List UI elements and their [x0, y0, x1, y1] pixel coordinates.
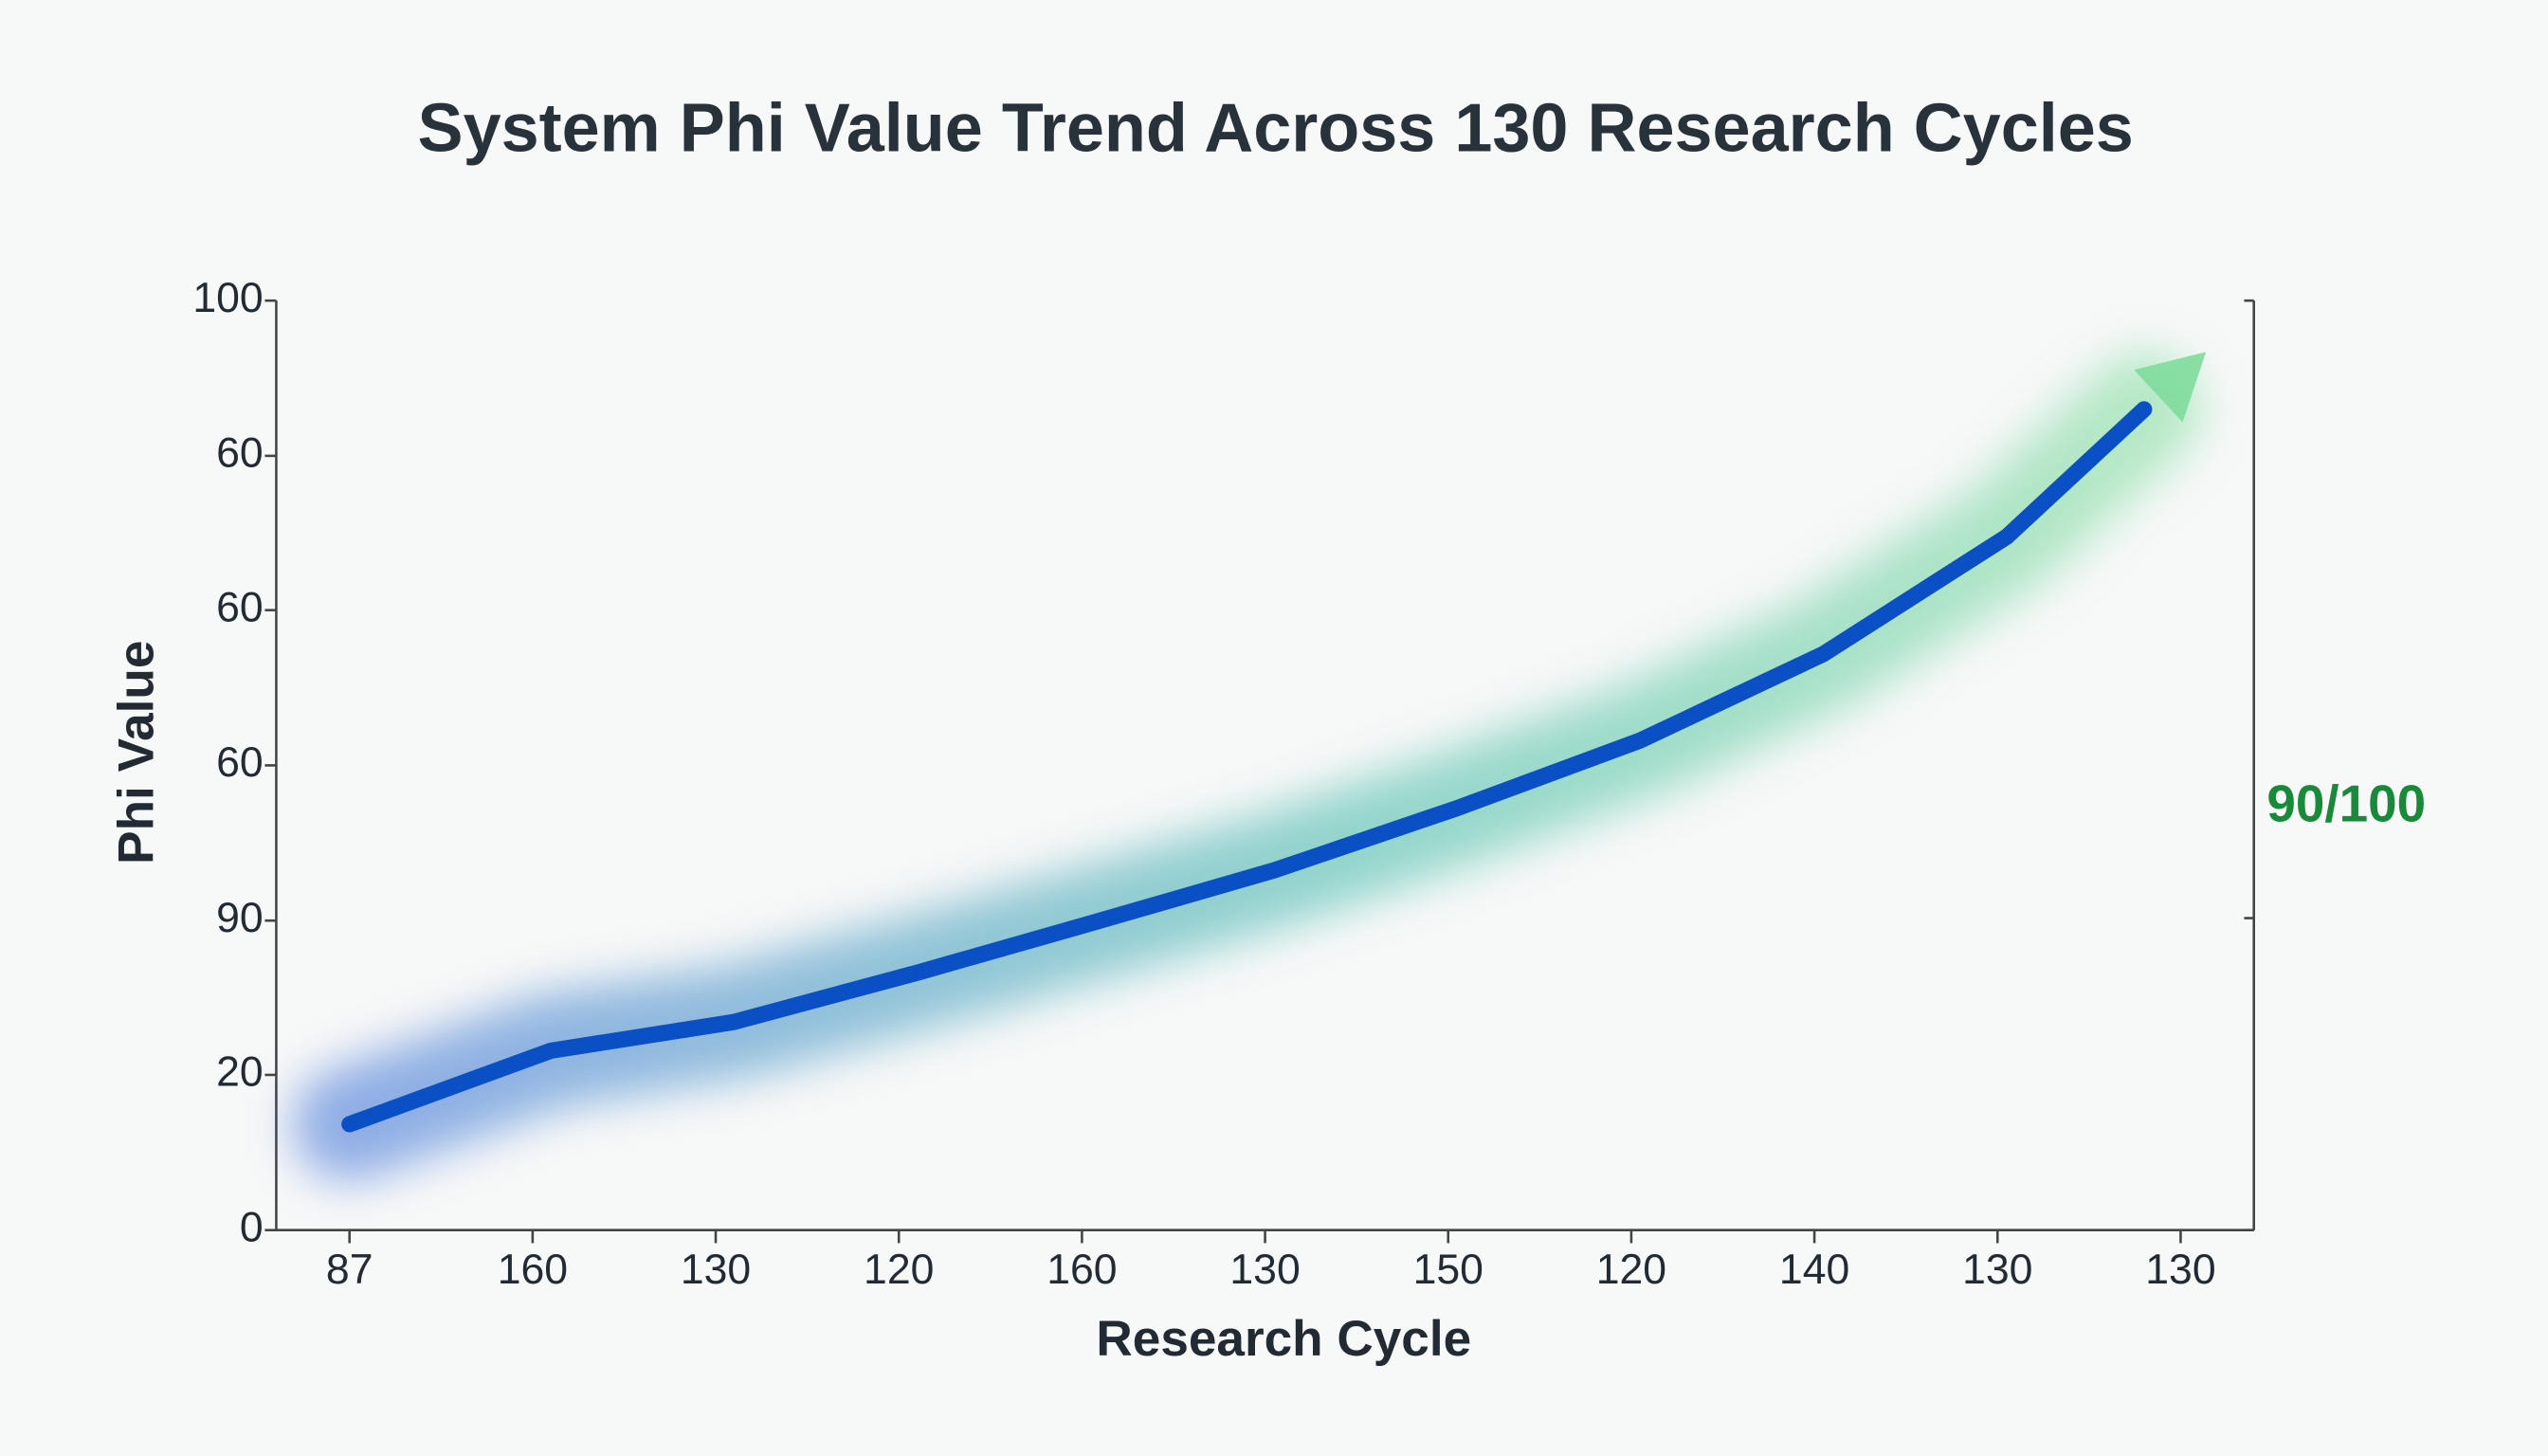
y-tick-label: 60 — [216, 430, 264, 477]
x-tick-label: 120 — [864, 1247, 934, 1293]
x-tick-label: 87 — [326, 1247, 373, 1293]
y-tick-label: 60 — [216, 739, 264, 786]
x-tick-label: 130 — [1229, 1247, 1300, 1293]
x-axis-label: Research Cycle — [1096, 1311, 1471, 1367]
x-tick-label: 130 — [681, 1247, 751, 1293]
y-tick-label: 90 — [216, 895, 264, 941]
x-tick-label: 130 — [1962, 1247, 2032, 1293]
marks-layer — [341, 352, 2207, 1133]
chart-title: System Phi Value Trend Across 130 Resear… — [418, 91, 2134, 167]
x-tick-label: 160 — [498, 1247, 568, 1293]
annotation: 90/100 — [2266, 774, 2426, 832]
y-tick-label: 20 — [216, 1049, 264, 1096]
x-tick-label: 130 — [2145, 1247, 2215, 1293]
line — [341, 401, 2153, 1133]
y-tick-label: 60 — [216, 584, 264, 630]
x-tick-label: 140 — [1779, 1247, 1849, 1293]
y-tick-label: 0 — [240, 1204, 264, 1250]
trend-arrowhead — [2134, 352, 2207, 423]
x-tick-label: 150 — [1413, 1247, 1483, 1293]
x-tick-label: 120 — [1596, 1247, 1666, 1293]
y-axis-label: Phi Value — [108, 641, 164, 864]
x-tick-label: 160 — [1046, 1247, 1117, 1293]
y-tick-label: 100 — [192, 275, 263, 321]
